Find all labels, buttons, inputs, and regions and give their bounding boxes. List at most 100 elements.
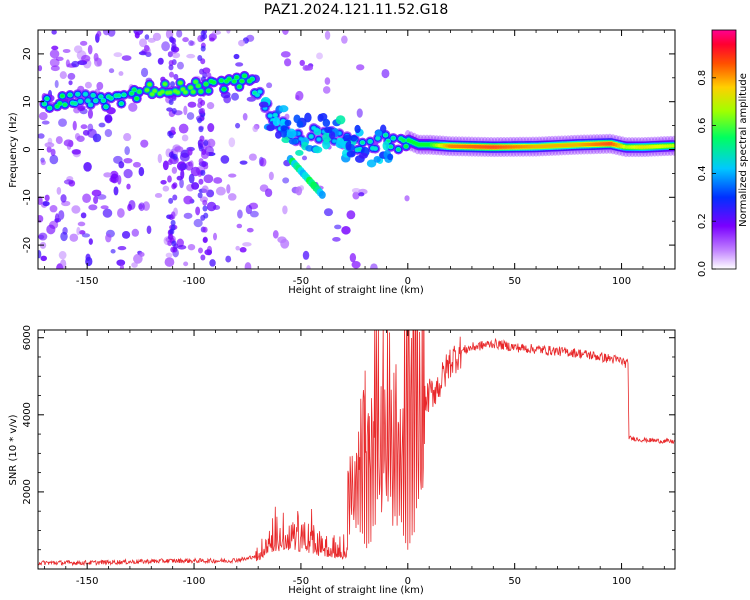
heatmap-ridge-cell <box>211 80 216 84</box>
heatmap-noise-cell <box>199 135 205 142</box>
heatmap-ridge-cell <box>196 84 201 88</box>
heatmap-noise-cell <box>187 148 193 156</box>
x-tick-label: 100 <box>612 576 631 587</box>
snr-series-line <box>38 330 675 567</box>
heatmap-noise-cell <box>80 124 88 130</box>
heatmap-noise-cell <box>187 243 196 251</box>
heatmap-noise-cell <box>220 155 230 164</box>
heatmap-noise-cell <box>160 179 167 185</box>
heatmap-noise-cell <box>212 232 218 241</box>
heatmap-ridge-cell <box>168 90 173 95</box>
heatmap-noise-cell <box>102 208 113 218</box>
heatmap-ridge-cell <box>188 86 193 90</box>
heatmap-noise-cell <box>50 148 56 156</box>
heatmap-noise-cell <box>202 205 208 212</box>
heatmap-noise-cell <box>324 77 331 85</box>
figure-title: PAZ1.2024.121.11.52.G18 <box>264 2 449 18</box>
heatmap-noise-cell <box>113 186 119 196</box>
y-tick-label: 0 <box>22 146 33 152</box>
heatmap-ridge-cell <box>284 119 292 127</box>
snr-frame <box>37 329 676 570</box>
heatmap-ridge-cell <box>55 104 60 109</box>
heatmap-noise-cell <box>236 223 243 229</box>
heatmap-noise-cell <box>168 71 174 78</box>
heatmap-noise-cell <box>228 137 236 148</box>
heatmap-noise-cell <box>123 157 133 164</box>
heatmap-noise-cell <box>200 169 206 176</box>
y-tick-label: -10 <box>22 189 33 205</box>
heatmap-ridge-cell <box>103 105 108 109</box>
heatmap-ridge-cell <box>317 113 324 122</box>
heatmap-noise-cell <box>248 153 257 161</box>
heatmap-noise-cell <box>161 41 170 52</box>
heatmap-ridge-cell <box>335 115 346 125</box>
heatmap-ridge-cell <box>286 128 297 139</box>
heatmap-noise-cell <box>186 53 196 59</box>
heatmap-ridge-cell <box>78 99 83 103</box>
x-tick-label: -150 <box>76 276 99 287</box>
heatmap-noise-cell <box>201 161 207 168</box>
heatmap-ridge-cell <box>221 87 226 91</box>
x-tick-label: 0 <box>405 576 411 587</box>
heatmap-noise-cell <box>96 58 103 67</box>
heatmap-noise-cell <box>202 67 211 74</box>
heatmap-noise-cell <box>71 60 80 68</box>
heatmap-noise-cell <box>204 249 212 256</box>
heatmap-ridge-cell <box>57 102 62 106</box>
heatmap-ridge-cell <box>383 133 388 137</box>
heatmap-noise-cell <box>206 189 215 198</box>
heatmap-ridge-cell <box>342 134 353 142</box>
heatmap-noise-cell <box>93 195 99 204</box>
heatmap-noise-cell <box>178 123 189 134</box>
heatmap-noise-cell <box>46 224 56 235</box>
heatmap-ridge-cell <box>119 101 124 106</box>
heatmap-noise-cell <box>246 34 255 42</box>
heatmap-noise-cell <box>116 259 126 266</box>
heatmap-noise-cell <box>203 140 209 147</box>
heatmap-ridge-cell <box>224 79 229 83</box>
heatmap-noise-cell <box>170 126 176 133</box>
heatmap-noise-cell <box>87 123 94 132</box>
heatmap-noise-cell <box>201 148 207 155</box>
heatmap-noise-cell <box>77 221 86 227</box>
heatmap-noise-cell <box>117 246 127 251</box>
heatmap-noise-cell <box>226 30 231 34</box>
heatmap-noise-cell <box>200 45 206 52</box>
heatmap-noise-cell <box>201 185 209 194</box>
heatmap-ridge-cell <box>375 136 380 140</box>
heatmap-noise-cell <box>197 55 203 62</box>
heatmap-noise-cell <box>100 205 109 210</box>
heatmap-noise-cell <box>171 183 177 190</box>
heatmap-noise-cell <box>209 259 216 267</box>
heatmap-noise-cell <box>268 171 274 181</box>
heatmap-noise-cell <box>206 201 217 212</box>
heatmap-noise-cell <box>46 146 52 153</box>
heatmap-noise-cell <box>235 122 241 129</box>
heatmap-noise-cell <box>200 254 206 261</box>
heatmap-noise-cell <box>316 52 323 60</box>
heatmap-noise-cell <box>69 233 79 242</box>
heatmap-ridge-cell <box>83 92 88 96</box>
heatmap-noise-cell <box>356 108 363 118</box>
heatmap-noise-cell <box>252 125 259 133</box>
heatmap-noise-cell <box>250 210 259 218</box>
heatmap-noise-cell <box>324 30 331 40</box>
spectrogram-x-axis-label: Height of straight line (km) <box>288 285 424 296</box>
heatmap-ridge-cell <box>670 143 675 148</box>
heatmap-noise-cell <box>181 134 189 142</box>
heatmap-noise-cell <box>172 153 178 160</box>
heatmap-noise-cell <box>165 252 173 258</box>
heatmap-ridge-cell <box>360 141 365 145</box>
heatmap-noise-cell <box>282 177 290 184</box>
heatmap-noise-cell <box>322 86 331 94</box>
heatmap-noise-cell <box>346 210 356 220</box>
heatmap-noise-cell <box>259 157 267 167</box>
heatmap-noise-cell <box>144 34 150 40</box>
colorbar-label: Normalized spectral amplitude <box>738 73 749 227</box>
heatmap-noise-cell <box>370 263 378 269</box>
heatmap-noise-cell <box>58 118 67 127</box>
heatmap-ridge-cell <box>345 141 352 151</box>
heatmap-noise-cell <box>121 230 131 239</box>
heatmap-noise-cell <box>332 237 341 242</box>
heatmap-noise-cell <box>102 30 111 36</box>
